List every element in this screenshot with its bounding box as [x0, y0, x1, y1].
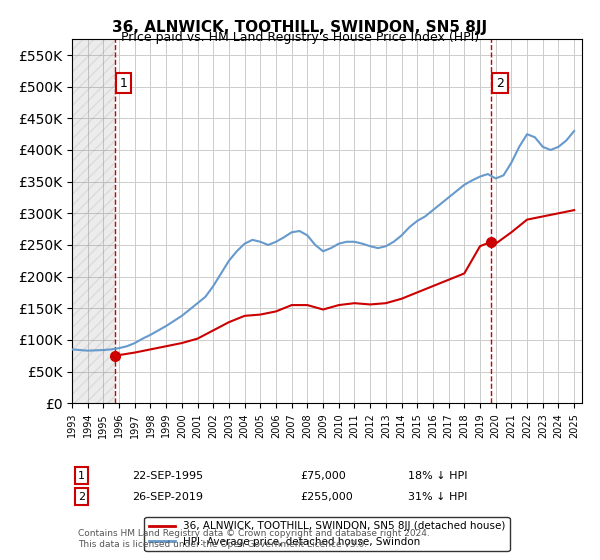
- Text: 2: 2: [78, 492, 85, 502]
- Text: 22-SEP-1995: 22-SEP-1995: [132, 471, 203, 481]
- Text: 36, ALNWICK, TOOTHILL, SWINDON, SN5 8JJ: 36, ALNWICK, TOOTHILL, SWINDON, SN5 8JJ: [112, 20, 488, 35]
- Text: 26-SEP-2019: 26-SEP-2019: [132, 492, 203, 502]
- Text: 18% ↓ HPI: 18% ↓ HPI: [408, 471, 467, 481]
- Text: 1: 1: [119, 77, 127, 90]
- Text: 2: 2: [496, 77, 504, 90]
- Text: Price paid vs. HM Land Registry's House Price Index (HPI): Price paid vs. HM Land Registry's House …: [121, 31, 479, 44]
- Bar: [72, 39, 115, 403]
- Text: 1: 1: [78, 471, 85, 481]
- Legend: 36, ALNWICK, TOOTHILL, SWINDON, SN5 8JJ (detached house), HPI: Average price, de: 36, ALNWICK, TOOTHILL, SWINDON, SN5 8JJ …: [145, 517, 509, 551]
- Text: £75,000: £75,000: [300, 471, 346, 481]
- Text: 31% ↓ HPI: 31% ↓ HPI: [408, 492, 467, 502]
- Text: £255,000: £255,000: [300, 492, 353, 502]
- Text: Contains HM Land Registry data © Crown copyright and database right 2024.
This d: Contains HM Land Registry data © Crown c…: [78, 529, 430, 549]
